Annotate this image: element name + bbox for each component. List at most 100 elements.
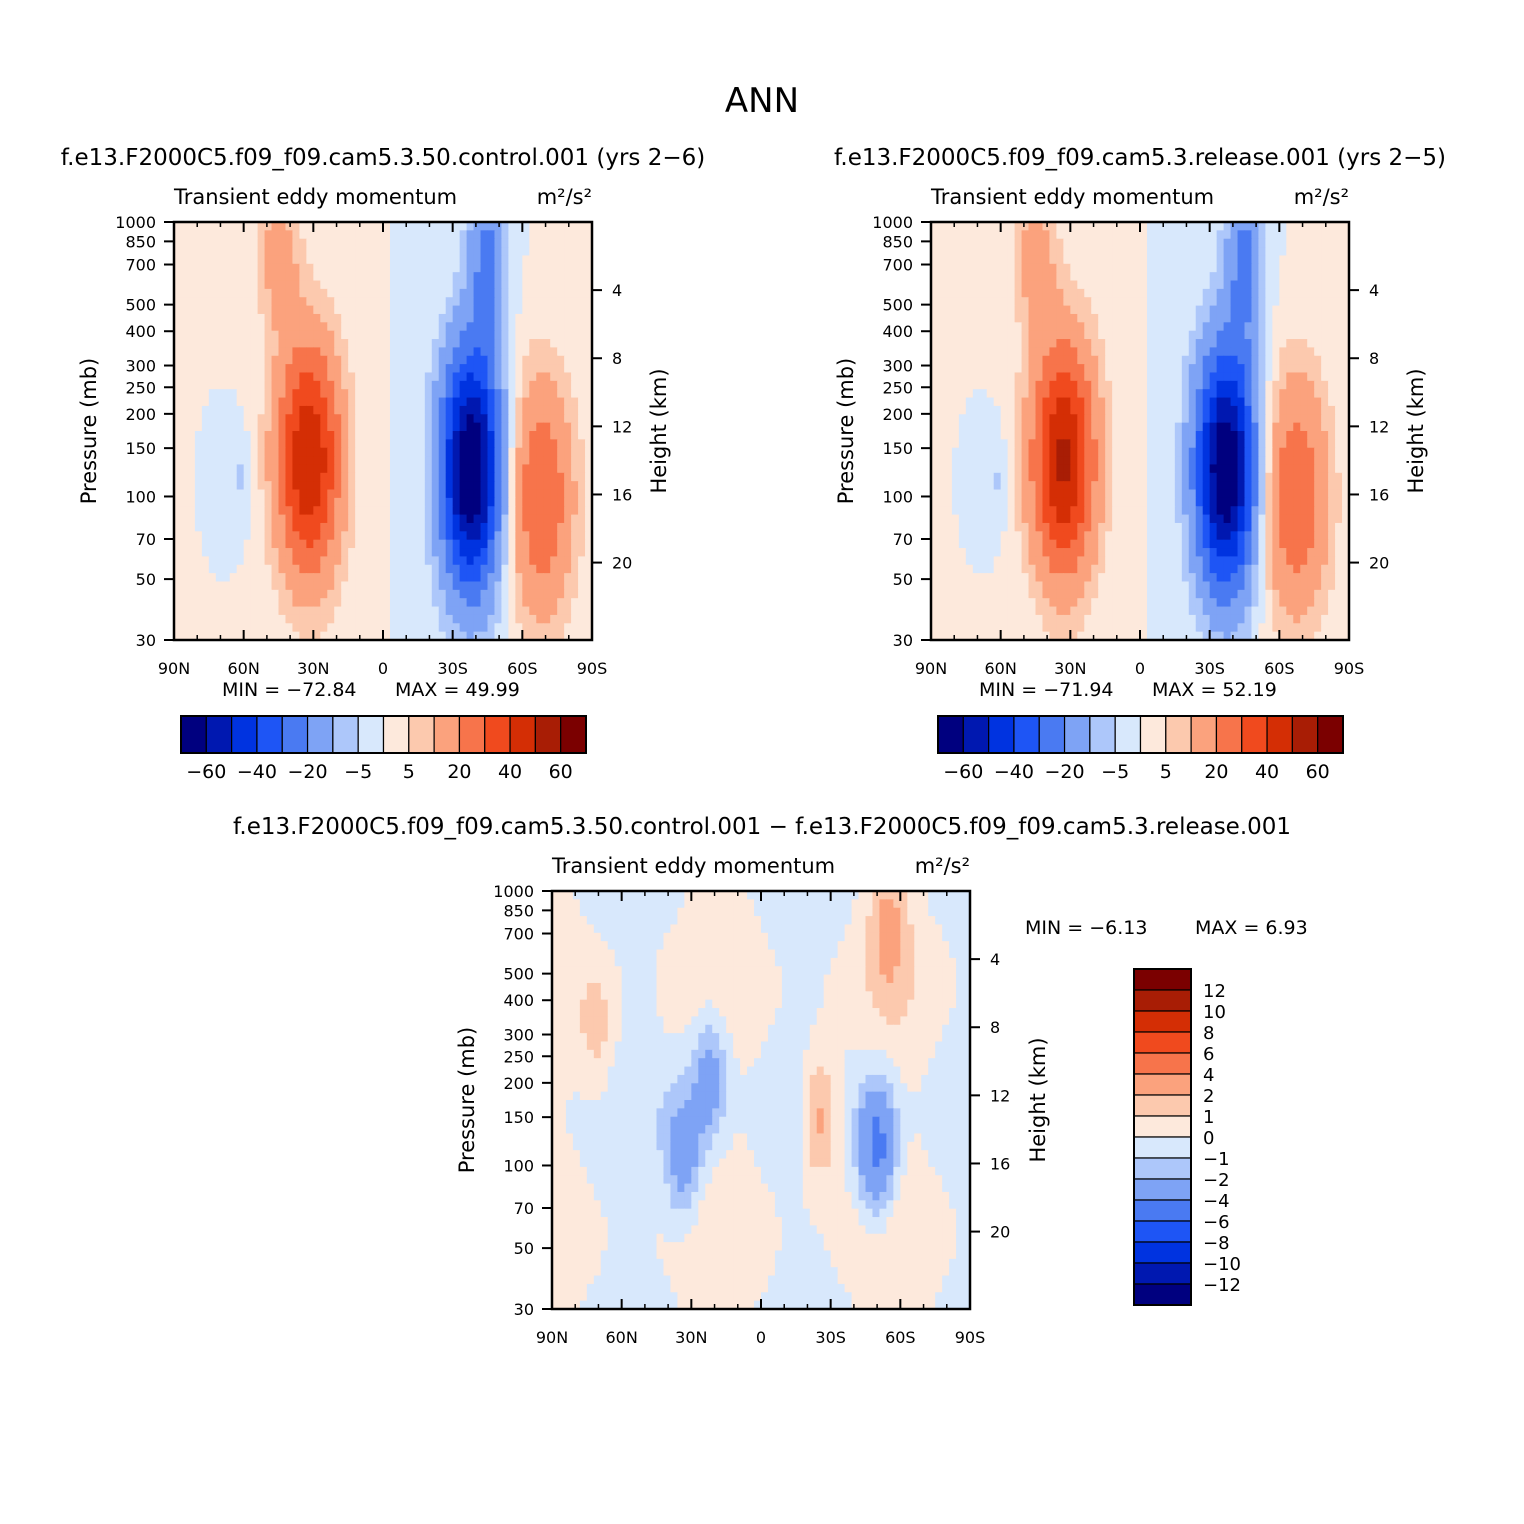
heat-cell bbox=[438, 322, 447, 332]
heat-cell bbox=[1042, 372, 1051, 382]
heat-cell bbox=[1098, 447, 1106, 457]
heat-cell bbox=[236, 514, 245, 524]
heat-cell bbox=[993, 297, 1002, 307]
heat-cell bbox=[522, 222, 530, 231]
heat-cell bbox=[1035, 456, 1044, 466]
heat-cell bbox=[1279, 247, 1287, 257]
heat-cell bbox=[369, 380, 377, 390]
y-tick-label: 700 bbox=[125, 256, 156, 275]
heat-cell bbox=[313, 247, 321, 257]
heat-cell bbox=[292, 330, 300, 340]
heat-cell bbox=[1258, 339, 1266, 348]
heat-cell bbox=[578, 472, 586, 482]
heat-cell bbox=[1014, 255, 1023, 265]
heat-cell bbox=[292, 548, 300, 557]
heat-cell bbox=[1021, 255, 1030, 265]
heat-cell bbox=[1328, 372, 1336, 382]
heat-cell bbox=[965, 347, 974, 357]
heat-cell bbox=[1014, 481, 1023, 491]
heat-cell bbox=[1181, 347, 1190, 357]
heat-cell bbox=[236, 539, 245, 549]
heat-cell bbox=[1126, 355, 1134, 365]
heat-cell bbox=[571, 364, 579, 374]
heat-cell bbox=[473, 447, 482, 457]
heat-cell bbox=[313, 489, 321, 499]
heat-cell bbox=[417, 514, 426, 524]
heat-cell bbox=[180, 263, 189, 273]
heat-cell bbox=[1126, 339, 1134, 348]
heat-cell bbox=[389, 397, 398, 407]
heat-cell bbox=[299, 288, 307, 298]
heat-cell bbox=[1098, 238, 1106, 248]
heat-cell bbox=[1286, 472, 1294, 482]
heat-cell bbox=[1028, 272, 1037, 282]
heat-cell bbox=[424, 297, 433, 307]
heat-cell bbox=[334, 481, 342, 491]
heat-cell bbox=[306, 263, 314, 273]
heat-cell bbox=[257, 230, 266, 240]
heat-cell bbox=[292, 297, 300, 307]
heat-cell bbox=[1167, 397, 1176, 407]
heat-cell bbox=[529, 514, 537, 524]
heat-cell bbox=[543, 313, 551, 323]
heat-cell bbox=[313, 464, 321, 474]
heat-cell bbox=[194, 380, 203, 390]
heat-cell bbox=[417, 456, 426, 466]
heat-cell bbox=[487, 514, 496, 524]
heat-cell bbox=[1321, 422, 1329, 432]
heat-cell bbox=[236, 573, 245, 583]
heat-cell bbox=[1105, 288, 1113, 298]
heat-cell bbox=[215, 431, 224, 440]
heat-cell bbox=[508, 456, 516, 466]
heat-cell bbox=[383, 548, 391, 557]
heat-cell bbox=[1014, 322, 1023, 332]
heat-cell bbox=[529, 598, 537, 608]
heat-cell bbox=[355, 288, 363, 298]
heat-cell bbox=[410, 464, 419, 474]
heat-cell bbox=[508, 472, 516, 482]
heat-cell bbox=[1098, 380, 1106, 390]
heat-cell bbox=[1167, 472, 1176, 482]
heat-cell bbox=[494, 414, 503, 424]
heat-cell bbox=[501, 589, 509, 599]
heat-cell bbox=[931, 305, 939, 315]
heat-cell bbox=[543, 497, 551, 507]
heat-cell bbox=[522, 581, 530, 591]
heat-cell bbox=[522, 539, 530, 549]
heat-cell bbox=[543, 456, 551, 466]
heat-cell bbox=[1307, 255, 1315, 265]
heat-cell bbox=[1174, 272, 1183, 282]
heat-cell bbox=[299, 623, 307, 633]
heat-cell bbox=[389, 489, 398, 499]
heat-cell bbox=[187, 631, 196, 641]
heat-cell bbox=[1140, 247, 1148, 257]
heat-cell bbox=[1021, 439, 1030, 449]
heat-cell bbox=[536, 447, 544, 457]
heat-cell bbox=[369, 280, 377, 290]
heat-cell bbox=[1237, 222, 1246, 231]
heat-cell bbox=[180, 247, 189, 257]
heat-cell bbox=[473, 481, 482, 491]
heat-cell bbox=[557, 598, 565, 608]
heat-cell bbox=[1056, 405, 1064, 415]
heat-cell bbox=[1084, 347, 1092, 357]
heat-cell bbox=[1314, 322, 1322, 332]
heat-cell bbox=[1293, 238, 1301, 248]
heat-cell bbox=[341, 623, 349, 633]
heat-cell bbox=[564, 564, 572, 574]
heat-cell bbox=[550, 230, 558, 240]
heat-cell bbox=[473, 255, 482, 265]
heat-cell bbox=[1251, 405, 1260, 415]
heat-cell bbox=[1251, 305, 1260, 315]
heat-cell bbox=[1223, 222, 1232, 231]
heat-cell bbox=[1167, 322, 1176, 332]
heat-cell bbox=[327, 464, 335, 474]
heat-cell bbox=[494, 481, 503, 491]
heat-cell bbox=[383, 355, 391, 365]
heat-cell bbox=[278, 431, 287, 440]
heat-cell bbox=[194, 456, 203, 466]
heat-cell bbox=[278, 380, 287, 390]
heat-cell bbox=[306, 464, 314, 474]
heat-cell bbox=[215, 564, 224, 574]
heat-cell bbox=[424, 339, 433, 348]
